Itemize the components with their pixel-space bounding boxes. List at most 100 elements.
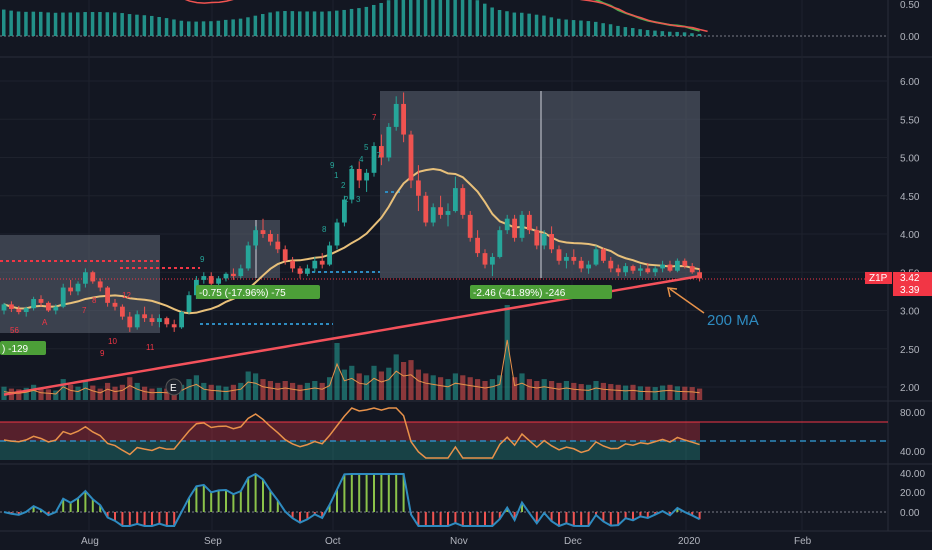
sequence-label-green: 8 xyxy=(322,225,327,234)
volume-bar xyxy=(119,384,125,400)
sequence-label-red: 8 xyxy=(92,296,97,305)
candle-body xyxy=(312,260,318,269)
candle-body xyxy=(134,314,140,328)
candle-body xyxy=(645,268,651,273)
osc-histogram-bar xyxy=(373,474,375,512)
osc-histogram-bar xyxy=(506,507,509,512)
candle-body xyxy=(453,188,458,212)
price-tick-300: 3.00 xyxy=(900,307,920,318)
candle-body xyxy=(97,281,103,288)
volume-bar xyxy=(534,381,540,400)
macd-histogram-bar xyxy=(83,12,87,36)
osc-histogram-bar xyxy=(173,512,176,526)
candle-body xyxy=(571,256,577,261)
sequence-label-green: 3 xyxy=(356,195,361,204)
candle-body xyxy=(238,268,244,277)
macd-histogram-bar xyxy=(520,12,524,36)
sequence-label-green: 1 xyxy=(334,171,339,180)
macd-histogram-bar xyxy=(312,11,317,37)
macd-histogram-bar xyxy=(120,13,124,36)
candle-body xyxy=(327,245,332,265)
volume-bar xyxy=(682,386,688,400)
osc-histogram-bar xyxy=(188,497,190,512)
macd-histogram-bar xyxy=(135,14,139,36)
macd-histogram-bar xyxy=(594,21,598,36)
macd-histogram-bar xyxy=(68,12,73,36)
osc-histogram-bar xyxy=(128,512,131,526)
earnings-marker-icon[interactable] xyxy=(165,378,183,396)
volume-bar xyxy=(290,382,296,400)
osc-histogram-bar xyxy=(484,512,486,526)
volume-bar xyxy=(208,384,214,400)
volume-bar xyxy=(16,389,22,400)
ma-50-line xyxy=(3,167,700,315)
candle-body xyxy=(438,207,443,215)
macd-histogram-bar xyxy=(675,31,679,36)
time-axis-label: 2020 xyxy=(678,536,701,547)
rsi-overbought-band xyxy=(0,422,700,441)
volume-bar xyxy=(512,377,518,400)
volume-bar xyxy=(312,381,318,400)
measure-badge-3: ) -129 xyxy=(2,344,29,355)
macd-histogram-bar xyxy=(542,15,546,36)
osc-histogram-bar xyxy=(262,479,264,512)
osc-histogram-bar xyxy=(432,512,435,526)
osc-histogram-bar xyxy=(62,498,65,512)
candle-body xyxy=(504,218,510,231)
candle-body xyxy=(697,272,702,279)
candle-body xyxy=(23,308,29,313)
time-axis-label: Oct xyxy=(325,536,341,547)
volume-bar xyxy=(105,382,111,400)
volume-bar xyxy=(652,387,658,400)
macd-histogram-bar xyxy=(172,19,176,36)
macd-histogram-bar xyxy=(423,0,428,36)
volume-bar xyxy=(238,382,244,400)
macd-histogram-bar xyxy=(697,33,702,36)
candle-body xyxy=(142,314,147,319)
macd-histogram-bar xyxy=(9,10,13,36)
measure-badge-3-bg xyxy=(0,341,46,355)
volume-bar xyxy=(667,384,673,400)
macd-histogram-bar xyxy=(39,11,43,36)
osc-histogram-bar xyxy=(69,502,72,512)
macd-tick: 0.50 xyxy=(900,0,920,11)
osc-histogram-bar xyxy=(239,491,242,512)
osc-histogram-bar xyxy=(609,512,612,526)
volume-bar xyxy=(341,369,347,400)
macd-histogram-bar xyxy=(113,12,117,36)
macd-histogram-bar xyxy=(379,3,383,36)
sequence-label-red: 11 xyxy=(146,343,155,352)
osc-histogram-bar xyxy=(646,512,649,518)
candle-body xyxy=(541,234,547,246)
macd-histogram-bar xyxy=(483,3,487,37)
macd-histogram-bar xyxy=(194,21,198,36)
candle-body xyxy=(1,304,7,311)
measure-box-2 xyxy=(230,220,280,278)
osc-histogram-bar xyxy=(498,512,501,519)
volume-bar xyxy=(356,373,362,400)
macd-histogram-bar xyxy=(24,11,28,36)
candle-body xyxy=(53,306,59,311)
osc-histogram-bar xyxy=(321,512,324,518)
macd-histogram-bar xyxy=(349,8,354,37)
macd-histogram-bar xyxy=(53,12,58,37)
osc-histogram-bar xyxy=(424,512,427,526)
candle-body xyxy=(16,308,22,313)
candle-body xyxy=(349,168,355,200)
macd-histogram-bar xyxy=(16,11,21,36)
volume-bar xyxy=(297,384,303,400)
price-tick-500: 5.00 xyxy=(900,154,920,165)
osc-histogram-bar xyxy=(336,489,338,512)
candle-body xyxy=(120,306,125,317)
volume-bar xyxy=(430,375,436,400)
candle-body xyxy=(482,253,488,265)
sequence-label-red: 12 xyxy=(122,291,131,300)
volume-bar xyxy=(31,384,37,400)
macd-histogram-bar xyxy=(246,17,250,36)
macd-histogram-bar xyxy=(690,33,694,36)
volume-bar xyxy=(45,389,51,400)
macd-histogram-bar xyxy=(564,19,568,36)
candle-body xyxy=(689,266,695,273)
volume-bar xyxy=(75,386,81,400)
